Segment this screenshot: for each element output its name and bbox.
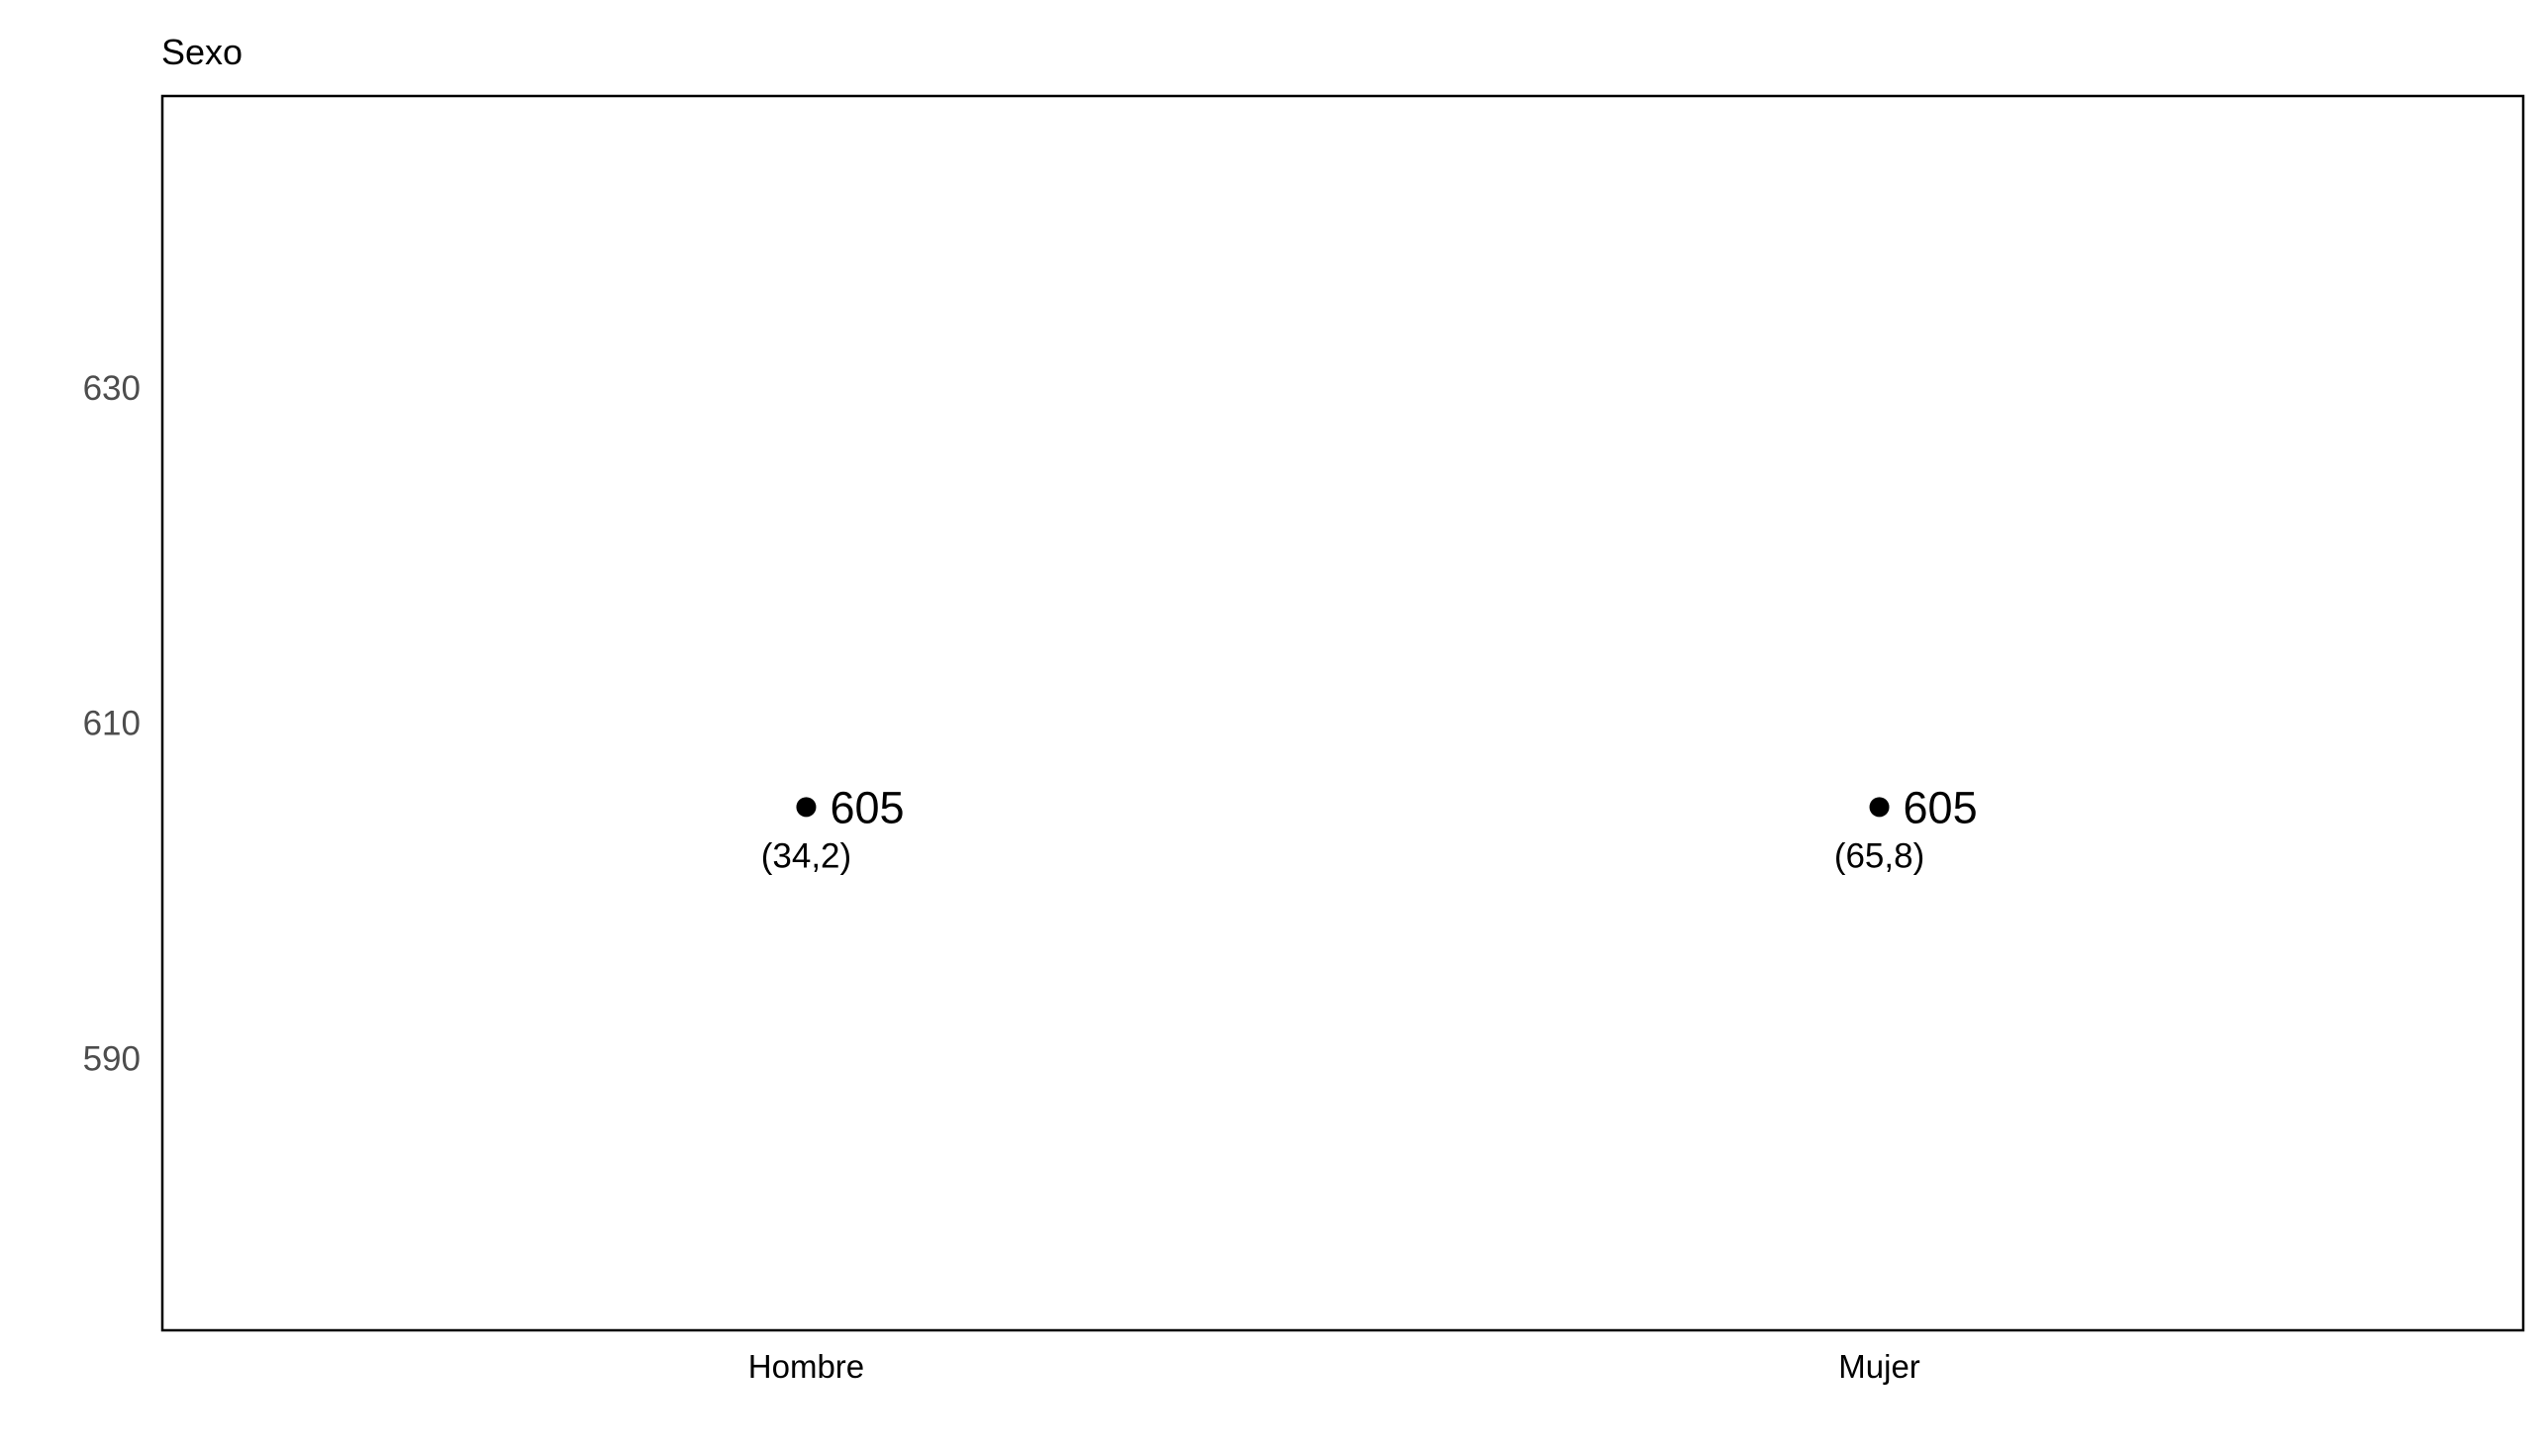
sub-label: (65,8)	[1834, 836, 1924, 875]
sub-label: (34,2)	[761, 836, 851, 875]
data-point	[796, 797, 817, 818]
x-tick-label: Mujer	[1838, 1348, 1920, 1385]
data-points	[796, 797, 1890, 818]
x-axis-ticks: Hombre Mujer	[748, 1348, 1920, 1385]
value-label: 605	[1904, 782, 1978, 832]
y-axis-ticks: 590 610 630	[83, 369, 141, 1079]
x-tick-label: Hombre	[748, 1348, 864, 1385]
data-point	[1869, 797, 1890, 818]
data-labels: 605 (34,2) 605 (65,8)	[761, 782, 1978, 875]
value-label: 605	[830, 782, 904, 832]
y-tick-label: 590	[83, 1040, 141, 1079]
plot-panel	[160, 94, 2525, 1332]
y-tick-label: 630	[83, 369, 141, 408]
chart-title: Sexo	[161, 32, 243, 72]
y-tick-label: 610	[83, 705, 141, 743]
